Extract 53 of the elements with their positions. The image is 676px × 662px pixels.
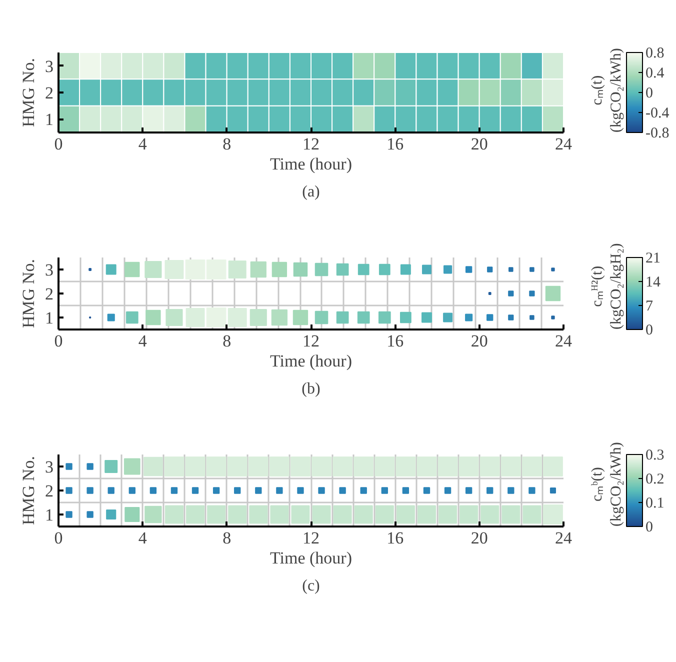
x-tick-label: 16 — [386, 528, 404, 548]
x-tick-label: 24 — [555, 134, 572, 154]
y-tick-label: 2 — [45, 284, 54, 304]
x-tick-label: 8 — [222, 332, 232, 350]
text: (a) — [302, 184, 320, 200]
y-axis-title: HMG No. — [19, 456, 38, 525]
x-tick-label: 0 — [54, 134, 63, 154]
color-bar-title: cₘᵇ(t) (kgCO₂/kWh) — [589, 442, 624, 526]
x-tick-label: 8 — [222, 528, 232, 548]
x-tick-label: 24 — [555, 528, 572, 548]
x-tick-label: 4 — [138, 134, 148, 154]
y-axis-title: HMG No. — [19, 58, 38, 127]
x-axis-title: Time (hour) — [270, 352, 352, 370]
x-tick-label: 4 — [138, 528, 148, 548]
y-tick-label: 1 — [45, 506, 54, 524]
y-tick-label: 3 — [45, 260, 54, 280]
x-tick-label: 12 — [302, 332, 320, 350]
color-bar-label: -0.4 — [646, 106, 670, 122]
x-tick-label: 0 — [54, 332, 63, 350]
color-bar-label: 0 — [646, 86, 653, 102]
color-bar-label: 14 — [646, 274, 661, 290]
x-tick-label: 12 — [302, 134, 320, 154]
y-tick-label: 2 — [45, 482, 54, 500]
x-axis-title: Time (hour) — [270, 548, 352, 568]
color-bar-title: cₘ(t) (kgCO₂/kWh) — [589, 48, 624, 132]
x-tick-label: 16 — [386, 332, 404, 350]
color-bar-label: -0.8 — [646, 126, 670, 142]
y-axis-title: HMG No. — [19, 259, 38, 328]
color-bar-label: 21 — [646, 250, 660, 266]
text: (b) — [302, 380, 320, 398]
x-tick-label: 20 — [470, 332, 488, 350]
x-tick-label: 12 — [302, 528, 320, 548]
x-tick-label: 16 — [386, 134, 404, 154]
y-tick-label: 3 — [45, 458, 54, 476]
color-bar-label: 0.4 — [646, 66, 665, 82]
color-bar-label: 0.3 — [646, 448, 664, 464]
x-tick-label: 4 — [138, 332, 148, 350]
color-bar-label: 0.1 — [646, 496, 664, 512]
y-tick-label: 3 — [45, 56, 54, 76]
color-bar-label: 7 — [646, 298, 654, 314]
text: (c) — [302, 578, 320, 594]
x-axis-title: Time (hour) — [270, 154, 352, 174]
x-tick-label: 20 — [470, 528, 488, 548]
y-tick-label: 1 — [45, 110, 54, 130]
color-bar-title: cₘᴴ²(t) (kgCO₂/kgH₂) — [589, 243, 624, 330]
x-tick-label: 24 — [555, 332, 572, 350]
x-tick-label: 8 — [222, 134, 232, 154]
x-tick-label: 20 — [470, 134, 488, 154]
y-tick-label: 2 — [45, 84, 54, 102]
color-bar-label: 0.2 — [646, 472, 664, 488]
y-tick-label: 1 — [45, 308, 54, 328]
x-tick-label: 0 — [54, 528, 63, 548]
color-bar-label: 0.8 — [646, 46, 664, 62]
